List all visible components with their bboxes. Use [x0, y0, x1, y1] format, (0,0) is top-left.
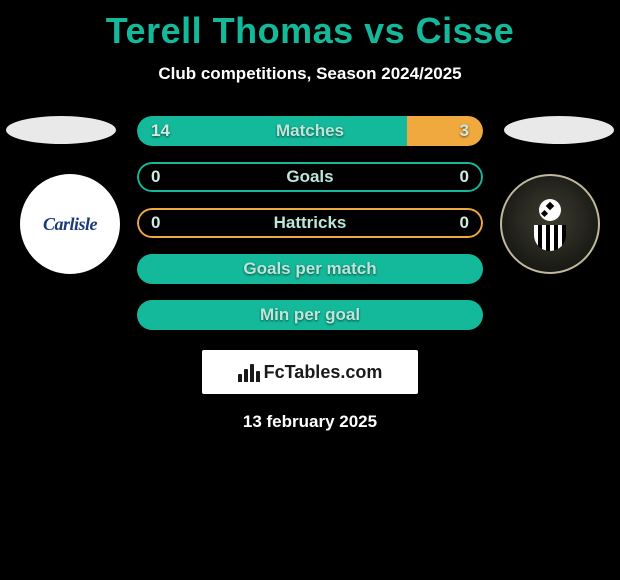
bar-chart-icon [238, 362, 260, 382]
right-team-badge [500, 174, 600, 274]
fctables-watermark: FcTables.com [202, 350, 418, 394]
stat-row-matches: 143Matches [137, 116, 483, 146]
left-ellipse-decor [6, 116, 116, 144]
comparison-subtitle: Club competitions, Season 2024/2025 [0, 64, 620, 84]
fctables-label: FcTables.com [264, 362, 383, 383]
stat-row-min-per-goal: Min per goal [137, 300, 483, 330]
comparison-content: Carlisle 143Matches 00Goals 00Hattricks Goa… [0, 116, 620, 432]
stat-label: Matches [137, 121, 483, 141]
left-team-badge: Carlisle [20, 174, 120, 274]
stat-label: Min per goal [137, 305, 483, 325]
stat-label: Hattricks [137, 213, 483, 233]
notts-badge-icon [528, 197, 572, 251]
carlisle-badge-text: Carlisle [43, 214, 97, 235]
stat-bars: 143Matches 00Goals 00Hattricks Goals per ma… [137, 116, 483, 330]
stat-label: Goals per match [137, 259, 483, 279]
stat-row-hattricks: 00Hattricks [137, 208, 483, 238]
stat-row-goals-per-match: Goals per match [137, 254, 483, 284]
stat-row-goals: 00Goals [137, 162, 483, 192]
comparison-date: 13 february 2025 [0, 412, 620, 432]
comparison-title: Terell Thomas vs Cisse [0, 0, 620, 52]
stat-label: Goals [137, 167, 483, 187]
right-ellipse-decor [504, 116, 614, 144]
